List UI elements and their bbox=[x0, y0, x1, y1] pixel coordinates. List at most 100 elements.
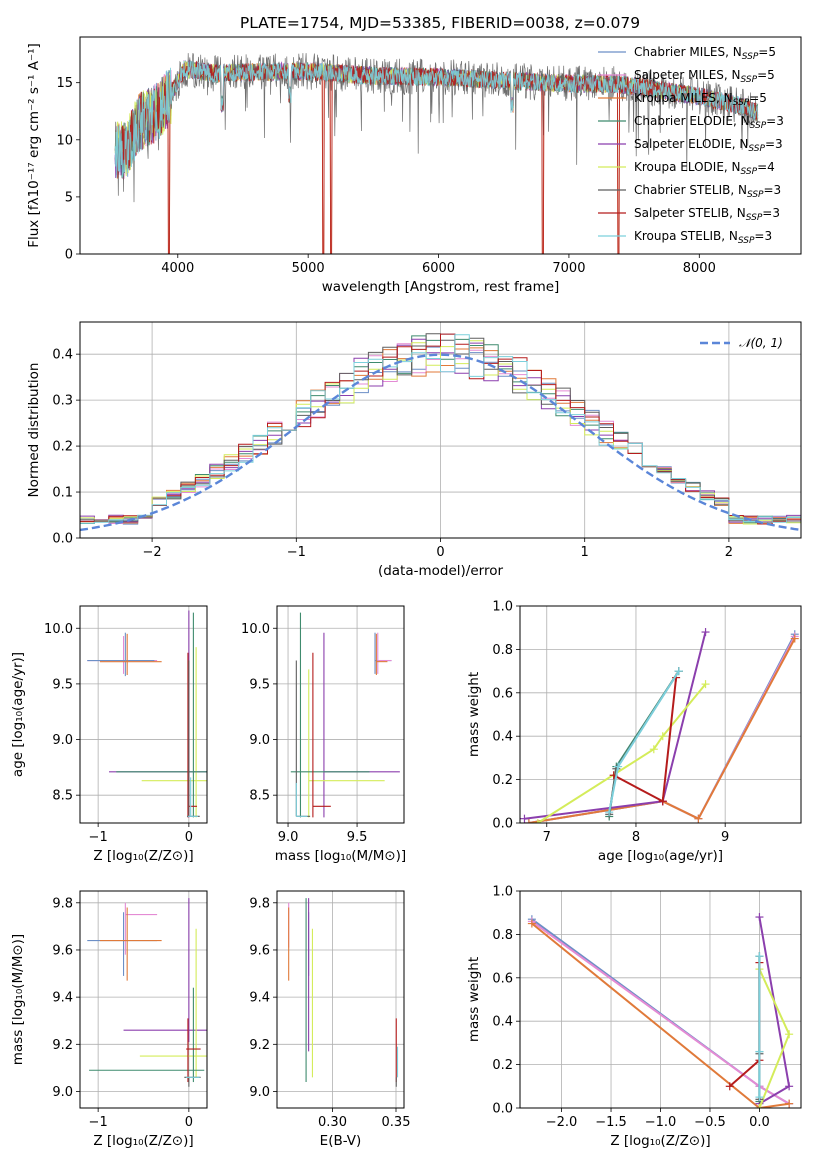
spectrum-line bbox=[114, 60, 759, 178]
weight-marker bbox=[520, 814, 529, 823]
y-tick-label: 9.2 bbox=[52, 1038, 73, 1053]
x-tick-label: 8 bbox=[632, 830, 640, 845]
axes: 9.0 9.5 8.5 9.0 9.5 10.0 mass [log₁₀(M/M⊙)] bbox=[241, 605, 406, 864]
weight-series bbox=[531, 922, 790, 1108]
error-point bbox=[87, 912, 158, 976]
panel-age_vs_mass: 9.0 9.5 8.5 9.0 9.5 10.0 mass [log₁₀(M/M⊙)] bbox=[241, 605, 406, 864]
error-point bbox=[87, 632, 155, 677]
histogram-series bbox=[80, 334, 801, 524]
legend-value: =5 bbox=[758, 45, 776, 59]
error-point bbox=[187, 777, 198, 817]
error-point bbox=[99, 633, 162, 675]
weight-marker bbox=[725, 1082, 734, 1091]
x-tick-label: −2 bbox=[143, 545, 162, 560]
panel-mass_vs_EBV: 0.30 0.35 9.0 9.2 9.4 9.6 9.8 E(B-V) bbox=[249, 890, 411, 1149]
x-tick-label: 0 bbox=[185, 1115, 193, 1130]
legend-label: Chabrier STELIB, N bbox=[634, 183, 747, 197]
legend-value: =3 bbox=[754, 229, 772, 243]
legend-subscript: SSP bbox=[747, 190, 764, 200]
x-axis-label: mass [log₁₀(M/M⊙)] bbox=[275, 848, 406, 864]
y-tick-label: 9.0 bbox=[52, 733, 73, 748]
weight-marker bbox=[755, 1093, 764, 1102]
x-axis-label: wavelength [Angstrom, rest frame] bbox=[322, 279, 560, 295]
weight-series bbox=[758, 916, 791, 1105]
legend-label: Chabrier ELODIE, N bbox=[634, 114, 750, 128]
plot-area bbox=[520, 628, 799, 823]
error-point bbox=[87, 636, 158, 674]
panel-spectrum: 4000 5000 6000 7000 8000 0 5 10 15 wavelength [An… bbox=[26, 36, 802, 295]
axes: 4000 5000 6000 7000 8000 0 5 10 15 wavelength [An… bbox=[26, 36, 802, 295]
error-point bbox=[375, 633, 388, 675]
y-tick-label: 9.5 bbox=[249, 677, 270, 692]
legend-subscript: SSP bbox=[741, 167, 758, 177]
legend-value: =4 bbox=[757, 160, 775, 174]
weight-marker bbox=[785, 1082, 794, 1091]
weight-marker bbox=[785, 1030, 794, 1039]
x-axis-label: Z [log₁₀(Z/Z⊙)] bbox=[93, 1133, 193, 1149]
weight-marker bbox=[694, 814, 703, 823]
weight-series bbox=[528, 635, 796, 823]
legend-entry: Kroupa STELIB, NSSP=3 bbox=[634, 229, 772, 246]
y-tick-label: 0.2 bbox=[492, 1058, 513, 1073]
x-tick-label: 9 bbox=[721, 830, 729, 845]
plot-area bbox=[80, 333, 801, 532]
x-axis-label: Z [log₁₀(Z/Z⊙)] bbox=[610, 1133, 710, 1149]
y-tick-label: 9.4 bbox=[52, 991, 73, 1006]
x-tick-label: 0.35 bbox=[382, 1115, 411, 1130]
x-axis-label: age [log₁₀(age/yr)] bbox=[598, 848, 723, 864]
weight-series bbox=[528, 633, 796, 823]
y-tick-label: 5 bbox=[65, 190, 73, 205]
axes: 7 8 9 0.0 0.2 0.4 0.6 0.8 1.0 age [log₁₀(age/yr)]… bbox=[466, 600, 802, 864]
x-tick-label: −1 bbox=[89, 1115, 108, 1130]
y-tick-label: 9.6 bbox=[52, 943, 73, 958]
legend-label: Kroupa ELODIE, N bbox=[634, 160, 741, 174]
weight-series bbox=[528, 638, 796, 823]
error-point bbox=[141, 647, 207, 818]
legend-label: Chabrier MILES, N bbox=[634, 45, 742, 59]
x-tick-label: 4000 bbox=[161, 261, 194, 276]
y-tick-label: 0.6 bbox=[492, 686, 513, 701]
legend-label: Salpeter ELODIE, N bbox=[634, 137, 748, 151]
x-tick-label: 1 bbox=[581, 545, 589, 560]
x-tick-label: 7000 bbox=[552, 261, 585, 276]
x-tick-label: 0 bbox=[436, 545, 444, 560]
y-tick-label: 0.8 bbox=[492, 643, 513, 658]
weight-marker bbox=[658, 732, 667, 741]
y-tick-label: 9.5 bbox=[52, 677, 73, 692]
y-axis-label: mass weight bbox=[466, 957, 482, 1042]
y-tick-label: 1.0 bbox=[492, 885, 513, 900]
y-axis-label: Flux [fλ10⁻¹⁷ erg cm⁻² s⁻¹ A⁻¹] bbox=[26, 43, 42, 248]
x-tick-label: −1.0 bbox=[645, 1115, 677, 1130]
legend-subscript: SSP bbox=[750, 121, 767, 131]
x-tick-label: 6000 bbox=[422, 261, 455, 276]
weight-marker bbox=[614, 762, 623, 771]
plot-area bbox=[290, 612, 400, 818]
y-tick-label: 0.4 bbox=[492, 1015, 513, 1030]
error-point bbox=[139, 928, 207, 1078]
error-point bbox=[290, 612, 370, 818]
error-point bbox=[116, 612, 207, 818]
legend-entry: Chabrier STELIB, NSSP=3 bbox=[634, 183, 781, 200]
y-tick-label: 0.0 bbox=[492, 1102, 513, 1117]
error-point bbox=[187, 652, 198, 818]
y-tick-label: 0.0 bbox=[52, 532, 73, 547]
x-tick-label: 0.30 bbox=[318, 1115, 347, 1130]
y-tick-label: 0.2 bbox=[52, 440, 73, 455]
weight-marker bbox=[524, 819, 533, 823]
plot-area bbox=[87, 610, 207, 818]
legend: 𝒩(0, 1) bbox=[700, 336, 783, 350]
axes-frame bbox=[519, 605, 802, 824]
weight-marker bbox=[755, 1104, 764, 1108]
x-tick-label: 8000 bbox=[683, 261, 716, 276]
x-tick-label: 5000 bbox=[292, 261, 325, 276]
legend-entry: Kroupa MILES, NSSP=5 bbox=[634, 91, 767, 108]
weight-marker bbox=[533, 819, 542, 823]
weight-marker bbox=[658, 797, 667, 806]
weight-marker bbox=[701, 628, 710, 637]
legend-subscript: SSP bbox=[742, 52, 759, 62]
y-tick-label: 10.0 bbox=[241, 622, 270, 637]
x-tick-label: 7 bbox=[543, 830, 551, 845]
legend-value: =5 bbox=[757, 68, 775, 82]
axes-frame bbox=[276, 890, 405, 1109]
y-tick-label: 8.5 bbox=[249, 789, 270, 804]
